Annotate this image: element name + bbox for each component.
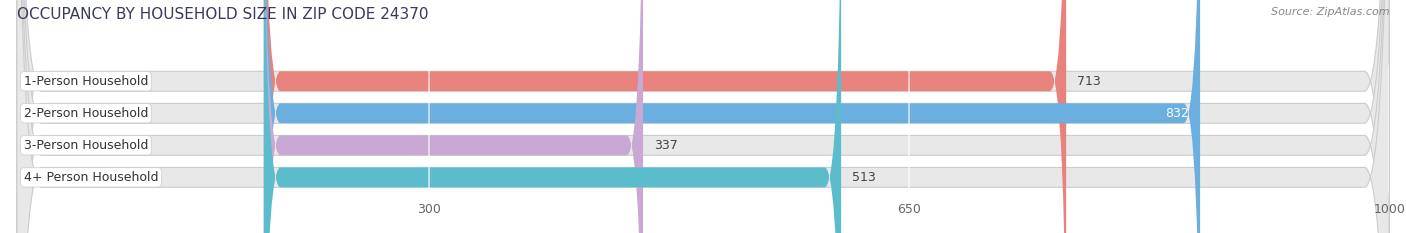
FancyBboxPatch shape (264, 0, 1066, 233)
Text: Source: ZipAtlas.com: Source: ZipAtlas.com (1271, 7, 1389, 17)
Text: 1-Person Household: 1-Person Household (24, 75, 148, 88)
Text: 4+ Person Household: 4+ Person Household (24, 171, 159, 184)
Text: 713: 713 (1077, 75, 1101, 88)
Text: 832: 832 (1166, 107, 1189, 120)
Text: OCCUPANCY BY HOUSEHOLD SIZE IN ZIP CODE 24370: OCCUPANCY BY HOUSEHOLD SIZE IN ZIP CODE … (17, 7, 429, 22)
FancyBboxPatch shape (17, 0, 1389, 233)
Text: 3-Person Household: 3-Person Household (24, 139, 148, 152)
FancyBboxPatch shape (17, 0, 1389, 233)
Text: 337: 337 (654, 139, 678, 152)
FancyBboxPatch shape (17, 0, 1389, 233)
FancyBboxPatch shape (264, 0, 1201, 233)
FancyBboxPatch shape (17, 0, 1389, 233)
FancyBboxPatch shape (264, 0, 643, 233)
Text: 2-Person Household: 2-Person Household (24, 107, 148, 120)
FancyBboxPatch shape (264, 0, 841, 233)
Text: 513: 513 (852, 171, 876, 184)
